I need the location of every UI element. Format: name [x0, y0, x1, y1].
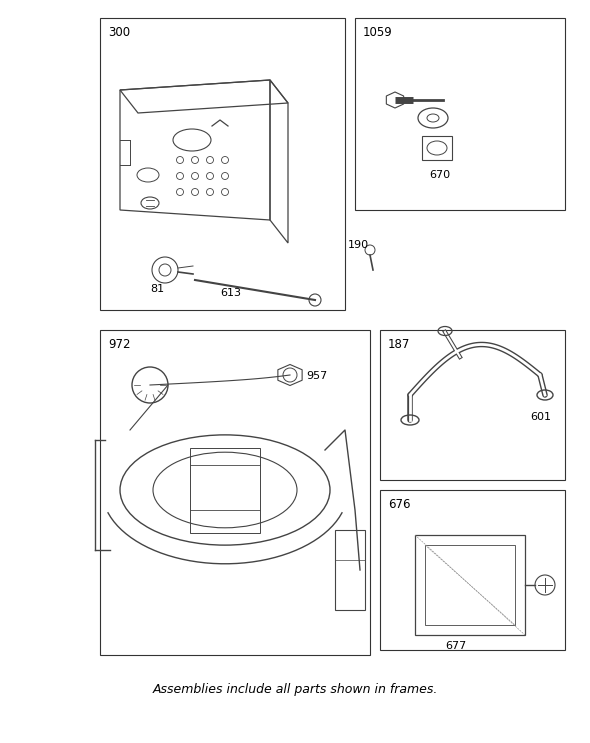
Text: 300: 300: [108, 25, 130, 39]
Text: Assemblies include all parts shown in frames.: Assemblies include all parts shown in fr…: [152, 684, 438, 696]
Text: 972: 972: [108, 337, 130, 351]
Text: 957: 957: [306, 371, 327, 381]
Bar: [425, 545, 515, 625]
Text: eReplacementParts.com: eReplacementParts.com: [217, 340, 343, 350]
Text: 601: 601: [530, 412, 551, 422]
Bar: [380, 490, 565, 650]
Bar: [422, 136, 452, 160]
Text: 677: 677: [445, 641, 466, 651]
Text: 670: 670: [429, 170, 450, 180]
Text: 1059: 1059: [363, 25, 393, 39]
Bar: [380, 330, 565, 480]
Bar: [100, 330, 370, 655]
Text: 676: 676: [388, 498, 411, 510]
Text: 613: 613: [220, 288, 241, 298]
Text: 81: 81: [150, 284, 164, 294]
Bar: [100, 18, 345, 310]
Text: 190: 190: [348, 240, 369, 250]
Bar: [190, 448, 260, 533]
Bar: [355, 18, 565, 210]
Text: 187: 187: [388, 337, 411, 351]
